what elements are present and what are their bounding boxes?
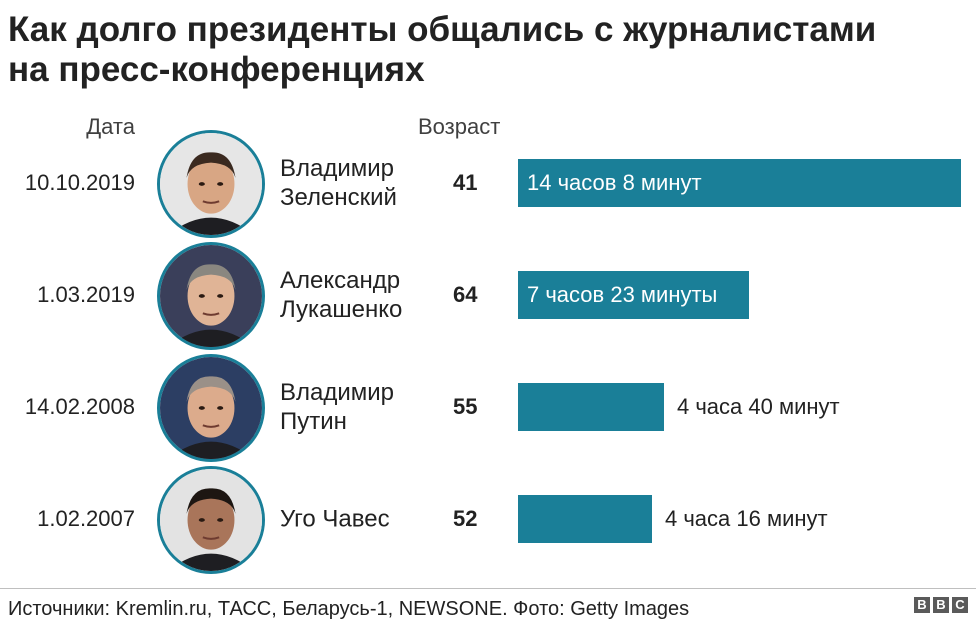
duration-label: 7 часов 23 минуты	[527, 282, 718, 307]
row-name-line: Уго Чавес	[280, 505, 390, 533]
duration-bar	[518, 495, 652, 543]
row-name-line: Путин	[280, 408, 347, 435]
row-age: 64	[453, 282, 478, 307]
row-name: Александр Лукашенко	[280, 266, 440, 324]
footer-divider	[0, 588, 976, 589]
chart-row: 1.03.2019 Александр Лукашенко 64 7 часов 23 …	[0, 239, 976, 351]
row-name-line: Владимир	[280, 155, 395, 182]
duration-label: 4 часа 16 минут	[665, 506, 828, 531]
row-date: 10.10.2019	[24, 170, 135, 195]
duration-bar	[518, 383, 664, 431]
row-date: 1.03.2019	[37, 282, 135, 307]
zelensky-photo	[157, 130, 265, 238]
chart-row: 1.02.2007 Уго Чавес 52 4 часа 16 минут	[0, 463, 976, 575]
duration-bar	[518, 271, 749, 319]
lukashenko-photo	[157, 242, 265, 350]
chart-title: Как долго президенты общались с журналис…	[8, 10, 968, 90]
chart-title-line-1: Как долго президенты общались с журналис…	[8, 10, 877, 49]
row-name: Владимир Зеленский	[280, 154, 440, 212]
column-header-date: Дата	[86, 114, 135, 139]
chart-row: 14.02.2008 Владимир Путин 55 4 часа 40 минут	[0, 351, 976, 463]
row-name-line: Владимир	[280, 379, 395, 406]
chavez-photo	[157, 466, 265, 574]
bbc-logo-letter: B	[933, 597, 949, 613]
row-name: Уго Чавес	[280, 505, 440, 534]
putin-photo	[157, 354, 265, 462]
source-note: Источники: Kremlin.ru, ТАСС, Беларусь-1,…	[8, 598, 690, 620]
duration-label: 4 часа 40 минут	[677, 394, 840, 419]
row-age: 41	[453, 170, 478, 195]
row-date: 1.02.2007	[37, 506, 135, 531]
duration-label: 14 часов 8 минут	[527, 170, 702, 195]
bbc-logo-letter: B	[914, 597, 930, 613]
column-header-age: Возраст	[418, 114, 501, 139]
chart-row: 10.10.2019 Владимир Зеленский 41 14 часов 8 …	[0, 127, 976, 239]
bbc-logo: B B C	[914, 597, 968, 613]
row-name: Владимир Путин	[280, 378, 440, 436]
row-age: 55	[453, 394, 478, 419]
row-age: 52	[453, 506, 478, 531]
row-name-line: Александр	[280, 267, 401, 294]
row-name-line: Лукашенко	[280, 296, 403, 323]
chart-title-line-2: на пресс-конференциях	[8, 50, 425, 89]
row-name-line: Зеленский	[280, 184, 397, 211]
bbc-logo-letter: C	[952, 597, 968, 613]
row-date: 14.02.2008	[24, 394, 135, 419]
duration-bar	[518, 159, 961, 207]
